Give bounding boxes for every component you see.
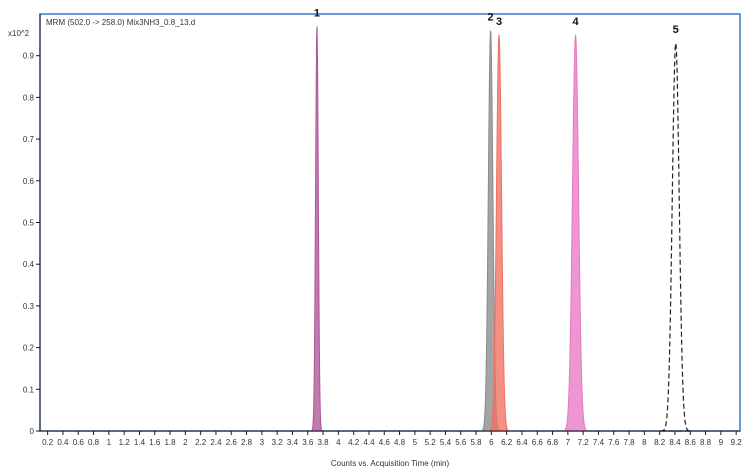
x-tick-label: 7 <box>566 438 571 447</box>
x-tick-label: 8.6 <box>685 438 697 447</box>
chart-title: MRM (502.0 -> 258.0) Mix3NH3_0.8_13.d <box>46 18 195 27</box>
x-tick-label: 2 <box>183 438 188 447</box>
x-tick-label: 7.4 <box>593 438 605 447</box>
x-tick-label: 3 <box>260 438 265 447</box>
x-tick-label: 5.8 <box>471 438 483 447</box>
x-tick-label: 7.2 <box>578 438 590 447</box>
y-tick-label: 0.8 <box>23 93 35 102</box>
x-tick-label: 4 <box>336 438 341 447</box>
plot-border <box>39 13 741 432</box>
x-tick-label: 6.4 <box>516 438 528 447</box>
x-tick-label: 9.2 <box>731 438 743 447</box>
x-tick-label: 1 <box>107 438 112 447</box>
y-tick-label: 0.4 <box>23 260 35 269</box>
peak-label-3: 3 <box>496 16 502 28</box>
y-tick-label: 0.2 <box>23 344 35 353</box>
y-tick-label: 0.6 <box>23 177 35 186</box>
x-tick-label: 4.6 <box>379 438 391 447</box>
peak-labels: 1 2 3 45 <box>314 8 679 37</box>
x-tick-label: 9 <box>719 438 724 447</box>
x-tick-label: 4.2 <box>348 438 360 447</box>
x-tick-label: 4.4 <box>363 438 375 447</box>
x-ticks: 0.2 0.4 0.6 0.8 1 1.2 1.4 1.6 1.8 2 2.2 2.4 2.6 2.8 3 3… <box>42 431 742 447</box>
x-tick-label: 5.6 <box>455 438 467 447</box>
x-tick-label: 7.8 <box>624 438 636 447</box>
peaks-layer <box>310 26 692 432</box>
y-multiplier: x10^2 <box>8 29 30 38</box>
y-ticks: 0 0.1 0.2 0.3 0.4 0.5 0.6 0.7 0.8 0.9 <box>23 52 40 436</box>
peak-1 <box>310 26 324 432</box>
x-tick-label: 0.2 <box>42 438 54 447</box>
x-tick-label: 0.4 <box>57 438 69 447</box>
x-tick-label: 0.6 <box>73 438 85 447</box>
x-tick-label: 2.6 <box>226 438 238 447</box>
peak-label-1: 1 <box>314 8 320 20</box>
y-tick-label: 0.3 <box>23 302 35 311</box>
y-tick-label: 0.9 <box>23 52 35 61</box>
x-tick-label: 3.4 <box>287 438 299 447</box>
x-tick-label: 7.6 <box>608 438 620 447</box>
x-tick-label: 8.8 <box>700 438 712 447</box>
peak-3 <box>487 34 511 432</box>
x-tick-label: 4.8 <box>394 438 406 447</box>
x-tick-label: 2.4 <box>210 438 222 447</box>
y-tick-label: 0 <box>30 427 35 436</box>
y-tick-label: 0.7 <box>23 135 35 144</box>
peak-5 <box>659 43 692 432</box>
x-axis-label: Counts vs. Acquisition Time (min) <box>331 459 450 468</box>
x-tick-label: 0.8 <box>88 438 100 447</box>
x-tick-label: 2.2 <box>195 438 207 447</box>
x-tick-label: 8 <box>642 438 647 447</box>
x-tick-label: 6 <box>489 438 494 447</box>
x-tick-label: 8.4 <box>669 438 681 447</box>
x-tick-label: 6.8 <box>547 438 559 447</box>
x-tick-label: 5.4 <box>440 438 452 447</box>
x-tick-label: 1.2 <box>119 438 131 447</box>
y-tick-label: 0.1 <box>23 385 35 394</box>
x-tick-label: 5.2 <box>425 438 437 447</box>
y-tick-label: 0.5 <box>23 219 35 228</box>
peak-label-2: 2 <box>488 12 494 24</box>
x-tick-label: 3.8 <box>317 438 329 447</box>
x-tick-label: 6.6 <box>532 438 544 447</box>
x-tick-label: 1.6 <box>149 438 161 447</box>
x-tick-label: 1.4 <box>134 438 146 447</box>
peak-label-4: 4 <box>572 16 579 28</box>
x-tick-label: 2.8 <box>241 438 253 447</box>
x-tick-label: 5 <box>413 438 418 447</box>
x-tick-label: 1.8 <box>164 438 176 447</box>
peak-4 <box>561 34 590 432</box>
x-tick-label: 3.6 <box>302 438 314 447</box>
peak-label-5: 5 <box>673 24 679 36</box>
x-tick-label: 3.2 <box>272 438 284 447</box>
x-tick-label: 8.2 <box>654 438 666 447</box>
x-tick-label: 6.2 <box>501 438 513 447</box>
